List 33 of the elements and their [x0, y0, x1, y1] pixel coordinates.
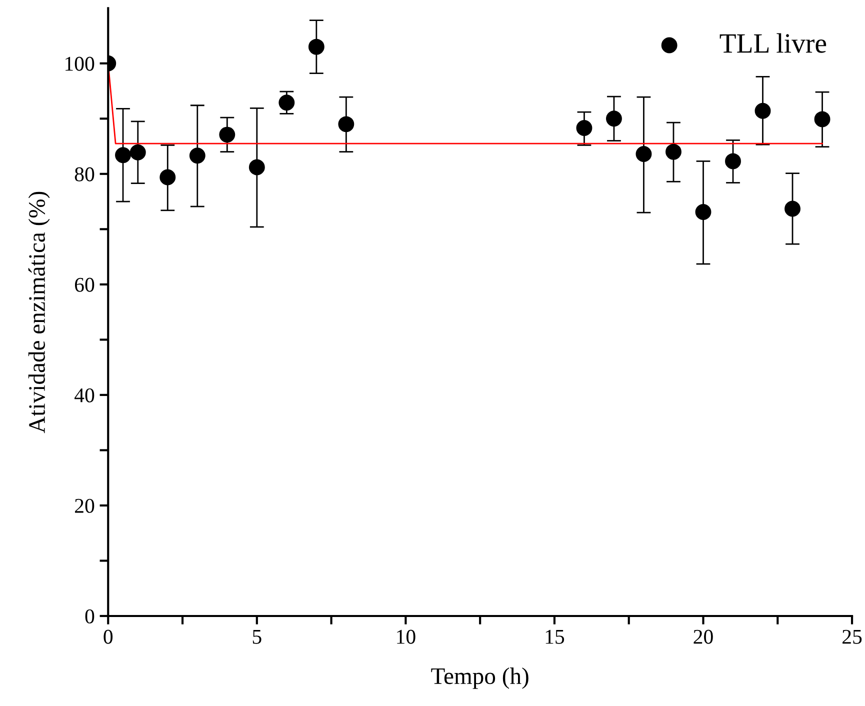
y-axis-title: Atividade enzimática (%) [28, 192, 50, 434]
x-tick-label: 25 [842, 630, 862, 644]
y-tick-label: 60 [74, 278, 94, 292]
point [189, 148, 206, 164]
point [636, 146, 652, 162]
y-tick-label: 20 [75, 498, 94, 513]
y-tick-label: 0 [85, 609, 94, 624]
point [308, 38, 324, 55]
y-tick-label: 100 [66, 56, 94, 71]
x-tick-label: 5 [252, 630, 262, 644]
x-tick-label: 0 [104, 630, 113, 644]
point [219, 126, 236, 143]
point [576, 120, 592, 136]
x-tick-label: 10 [397, 630, 416, 644]
point [725, 153, 741, 170]
point [695, 204, 712, 220]
x-axis-title: Tempo (h) [431, 668, 528, 689]
point [338, 116, 354, 132]
point [814, 111, 830, 128]
point [278, 94, 295, 111]
point [115, 147, 131, 164]
point [784, 200, 800, 217]
point [248, 159, 265, 176]
y-tick-label: 80 [74, 167, 94, 182]
x-tick-label: 15 [546, 630, 564, 644]
point [754, 102, 771, 119]
x-tick-label: 20 [694, 630, 713, 644]
legend-label: TLL livre [720, 33, 826, 53]
y-tick-label: 40 [74, 388, 94, 402]
point [606, 110, 622, 127]
point [160, 169, 176, 186]
point [666, 144, 682, 160]
point [130, 144, 146, 160]
